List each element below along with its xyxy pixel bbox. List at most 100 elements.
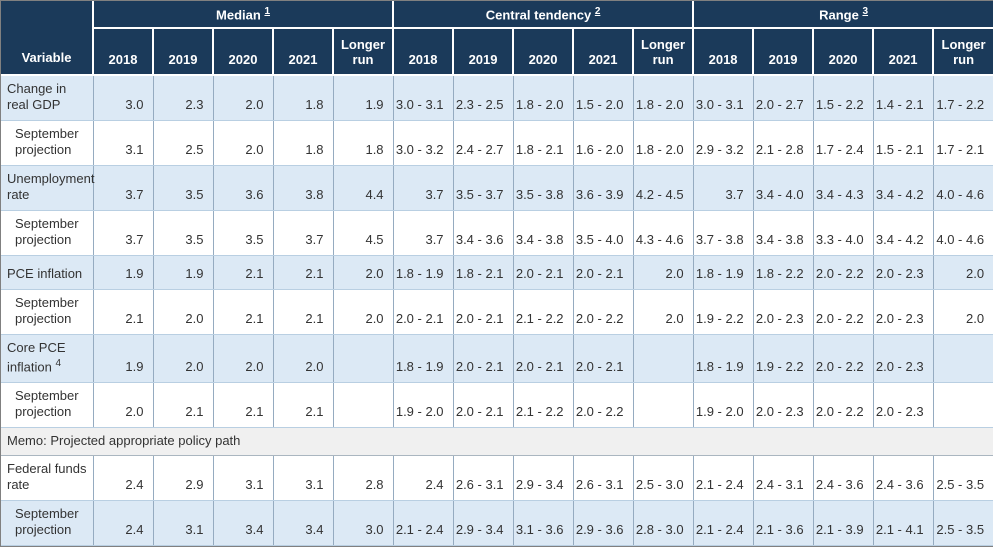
- central-value-cell: 2.9 - 3.4: [513, 455, 574, 502]
- median-value-cell: 2.0: [273, 334, 334, 384]
- range-value-cell: 1.8 - 1.9: [693, 255, 754, 290]
- median-value-cell: 2.0: [153, 334, 214, 384]
- range-value-cell: 3.4 - 4.2: [873, 210, 934, 256]
- range-value-cell: 2.0 - 2.3: [753, 289, 814, 335]
- range-2020-header: 2020: [813, 28, 875, 76]
- median-value-cell: 2.0: [333, 289, 394, 335]
- median-value-cell: [333, 334, 394, 384]
- median-value-cell: 3.8: [273, 165, 334, 211]
- median-value-cell: 2.0: [93, 382, 154, 429]
- central-value-cell: 1.8 - 2.0: [633, 120, 694, 166]
- range-value-cell: 3.7 - 3.8: [693, 210, 754, 256]
- range-value-cell: 1.5 - 2.1: [873, 120, 934, 166]
- central-value-cell: 1.6 - 2.0: [573, 120, 634, 166]
- variable-label: September projection: [15, 216, 79, 247]
- central-value-cell: 2.0 - 2.1: [453, 382, 514, 429]
- memo-label: Memo: Projected appropriate policy path: [1, 427, 994, 457]
- range-2021-header: 2021: [873, 28, 935, 76]
- central-value-cell: 2.0 - 2.2: [573, 289, 634, 335]
- range-value-cell: 1.4 - 2.1: [873, 75, 934, 121]
- table-row: Change in real GDP 3.0 2.3 2.0 1.8 1.9 3.0 - …: [1, 75, 994, 121]
- table-row: Unemployment rate 3.7 3.5 3.6 3.8 4.4 3.7 3.5 …: [1, 165, 994, 211]
- range-value-cell: 1.8 - 1.9: [693, 334, 754, 384]
- variable-cell: PCE inflation: [1, 255, 94, 290]
- median-value-cell: 3.0: [93, 75, 154, 121]
- table-row: PCE inflation 1.9 1.9 2.1 2.1 2.0 1.8 - 1.9 1.…: [1, 255, 994, 290]
- range-longer-run-header: Longer run: [933, 28, 994, 76]
- table-row: Core PCE inflation 4 1.9 2.0 2.0 2.0 1.8 - 1…: [1, 334, 994, 384]
- range-value-cell: 3.3 - 4.0: [813, 210, 874, 256]
- median-value-cell: 3.1: [273, 455, 334, 502]
- variable-label: PCE inflation: [7, 266, 83, 281]
- central-value-cell: 1.8 - 1.9: [393, 334, 454, 384]
- range-value-cell: 1.8 - 2.2: [753, 255, 814, 290]
- median-value-cell: 3.0: [333, 500, 394, 547]
- table-row: September projection 2.1 2.0 2.1 2.1 2.0 2.0 …: [1, 289, 994, 335]
- range-value-cell: 2.1 - 2.8: [753, 120, 814, 166]
- range-value-cell: [933, 334, 994, 384]
- median-value-cell: 4.5: [333, 210, 394, 256]
- variable-label: Change in real GDP: [7, 81, 67, 112]
- range-value-cell: 2.0 - 2.2: [813, 334, 874, 384]
- median-value-cell: 3.4: [213, 500, 274, 547]
- footnote-1-link[interactable]: 1: [264, 5, 271, 17]
- range-value-cell: 2.0 - 2.2: [813, 289, 874, 335]
- variable-label: Unemployment rate: [7, 171, 95, 202]
- range-value-cell: 4.0 - 4.6: [933, 165, 994, 211]
- median-value-cell: 2.1: [213, 255, 274, 290]
- range-value-cell: 2.0: [933, 289, 994, 335]
- table-row: September projection 2.4 3.1 3.4 3.4 3.0 2.1 …: [1, 500, 994, 547]
- variable-cell: September projection: [1, 210, 94, 256]
- range-value-cell: 3.7: [693, 165, 754, 211]
- table-row: September projection 3.7 3.5 3.5 3.7 4.5 3.7 3…: [1, 210, 994, 256]
- range-value-cell: 1.5 - 2.2: [813, 75, 874, 121]
- variable-column-header: Variable: [1, 1, 94, 76]
- central-value-cell: 2.6 - 3.1: [453, 455, 514, 502]
- memo-row: Memo: Projected appropriate policy path: [1, 427, 994, 457]
- variable-cell: Unemployment rate: [1, 165, 95, 211]
- central-value-cell: 2.0 - 2.1: [573, 334, 634, 384]
- median-longer-run-header: Longer run: [333, 28, 395, 76]
- range-value-cell: 3.4 - 4.2: [873, 165, 934, 211]
- variable-cell: Change in real GDP: [1, 75, 94, 121]
- range-2018-header: 2018: [693, 28, 755, 76]
- central-value-cell: [633, 382, 694, 429]
- median-footnote-sup: 1: [264, 6, 270, 17]
- median-2019-header: 2019: [153, 28, 214, 76]
- range-value-cell: 2.4 - 3.1: [753, 455, 814, 502]
- central-value-cell: 2.9 - 3.6: [573, 500, 634, 547]
- central-value-cell: 3.0 - 3.2: [393, 120, 454, 166]
- central-value-cell: 2.0 - 2.1: [573, 255, 634, 290]
- variable-label: September projection: [15, 388, 79, 420]
- central-value-cell: 3.5 - 4.0: [573, 210, 634, 256]
- central-value-cell: 2.4 - 2.7: [453, 120, 514, 166]
- footnote-2-link[interactable]: 2: [594, 5, 601, 17]
- footnote-3-link[interactable]: 3: [862, 5, 869, 17]
- median-value-cell: 3.1: [93, 120, 154, 166]
- median-value-cell: 3.4: [273, 500, 334, 547]
- range-value-cell: 2.4 - 3.6: [813, 455, 874, 502]
- central-value-cell: 3.0 - 3.1: [393, 75, 454, 121]
- group-header-row: Variable Median 1 Central tendency 2 Ran…: [1, 1, 994, 76]
- central-value-cell: 3.4 - 3.8: [513, 210, 574, 256]
- central-value-cell: 3.4 - 3.6: [453, 210, 514, 256]
- central-value-cell: 2.1 - 2.4: [393, 500, 454, 547]
- variable-label: September projection: [15, 506, 79, 538]
- table-body: Change in real GDP 3.0 2.3 2.0 1.8 1.9 3.0 - …: [1, 75, 994, 547]
- median-value-cell: 1.8: [333, 120, 394, 166]
- variable-label: Core PCE inflation: [7, 340, 66, 375]
- median-value-cell: 2.0: [333, 255, 394, 290]
- range-value-cell: 2.5 - 3.5: [933, 455, 994, 502]
- range-value-cell: 2.0 - 2.3: [753, 382, 814, 429]
- median-value-cell: [333, 382, 394, 429]
- central-value-cell: 2.0: [633, 255, 694, 290]
- variable-label: September projection: [15, 126, 79, 157]
- range-label: Range: [819, 7, 859, 23]
- central-value-cell: 1.9 - 2.0: [393, 382, 454, 429]
- central-value-cell: 2.0 - 2.1: [513, 255, 574, 290]
- range-group-header: Range 3: [693, 1, 994, 29]
- median-value-cell: 2.8: [333, 455, 394, 502]
- range-value-cell: 1.9 - 2.2: [693, 289, 754, 335]
- median-value-cell: 1.8: [273, 120, 334, 166]
- range-value-cell: 4.0 - 4.6: [933, 210, 994, 256]
